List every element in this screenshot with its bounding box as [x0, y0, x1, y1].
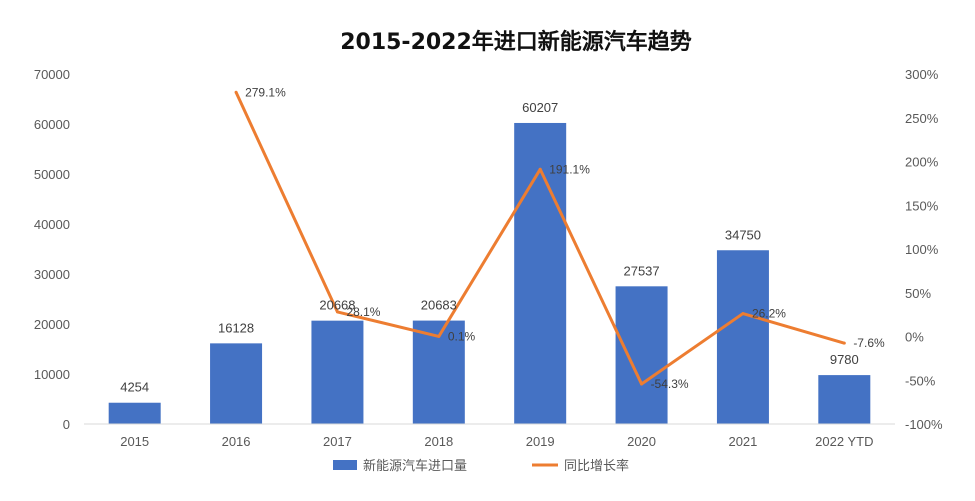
chart-title: 2015-2022年进口新能源汽车趋势 — [340, 29, 692, 55]
growth-rate-point — [538, 167, 542, 171]
left-axis-tick-label: 20000 — [34, 317, 70, 332]
x-axis-tick-label: 2021 — [728, 434, 757, 449]
growth-rate-label: 191.1% — [549, 162, 590, 176]
bar-data-label: 20668 — [319, 298, 355, 313]
left-axis-tick-label: 50000 — [34, 167, 70, 182]
left-axis-tick-label: 70000 — [34, 67, 70, 82]
x-axis-tick-label: 2015 — [120, 434, 149, 449]
bar-data-label: 34750 — [725, 227, 761, 242]
right-axis-tick-label: 150% — [905, 198, 939, 213]
right-axis-tick-label: -100% — [905, 417, 943, 432]
right-axis-tick-label: -50% — [905, 373, 936, 388]
x-axis-tick-label: 2022 YTD — [815, 434, 873, 449]
line-layer — [234, 90, 846, 386]
growth-rate-point — [741, 312, 745, 316]
growth-rate-label: -7.6% — [853, 336, 885, 350]
x-axis-tick-label: 2019 — [526, 434, 555, 449]
x-axis-tick-label: 2017 — [323, 434, 352, 449]
bar — [108, 402, 161, 424]
bar — [818, 375, 871, 424]
bar-data-label: 27537 — [623, 263, 659, 278]
x-axis-tick-label: 2016 — [222, 434, 251, 449]
bars-layer — [108, 122, 871, 424]
right-axis-tick-label: 100% — [905, 242, 939, 257]
bar-data-label: 4254 — [120, 380, 149, 395]
left-axis-tick-label: 0 — [63, 417, 70, 432]
growth-rate-point — [842, 341, 846, 345]
axes-layer: 0 10000 20000 30000 40000 50000 60000 70000 -100… — [34, 67, 943, 449]
left-axis-tick-label: 30000 — [34, 267, 70, 282]
growth-rate-label: 0.1% — [448, 329, 476, 343]
bar-data-label: 9780 — [830, 352, 859, 367]
right-axis-tick-label: 250% — [905, 111, 939, 126]
bar — [514, 122, 567, 424]
left-axis-tick-label: 60000 — [34, 117, 70, 132]
legend-label-bar: 新能源汽车进口量 — [363, 458, 467, 474]
bar-data-label: 20683 — [421, 298, 457, 313]
right-axis-tick-label: 200% — [905, 155, 939, 170]
legend: 新能源汽车进口量 同比增长率 — [333, 458, 629, 474]
growth-rate-point — [335, 310, 339, 314]
bar — [716, 250, 769, 424]
growth-rate-label: 28.1% — [346, 305, 380, 319]
growth-rate-label: 279.1% — [245, 85, 286, 99]
bar-data-label: 16128 — [218, 320, 254, 335]
bar — [210, 343, 263, 424]
bar — [311, 320, 364, 424]
bar — [615, 286, 668, 424]
x-axis-tick-label: 2020 — [627, 434, 656, 449]
left-axis-tick-label: 10000 — [34, 367, 70, 382]
right-axis-tick-label: 0% — [905, 330, 924, 345]
legend-swatch-bar — [333, 460, 357, 470]
growth-rate-label: -54.3% — [651, 377, 689, 391]
left-axis-tick-label: 40000 — [34, 217, 70, 232]
growth-rate-point — [437, 334, 441, 338]
right-axis-tick-label: 50% — [905, 286, 931, 301]
right-axis-tick-label: 300% — [905, 67, 939, 82]
bar-data-label: 60207 — [522, 100, 558, 115]
growth-rate-label: 26.2% — [752, 307, 786, 321]
growth-rate-point — [640, 382, 644, 386]
labels-layer: 4254 16128 20668 20683 60207 27537 34750 9780 27… — [120, 85, 885, 394]
legend-label-line: 同比增长率 — [564, 458, 629, 474]
x-axis-tick-label: 2018 — [424, 434, 453, 449]
growth-rate-point — [234, 90, 238, 94]
